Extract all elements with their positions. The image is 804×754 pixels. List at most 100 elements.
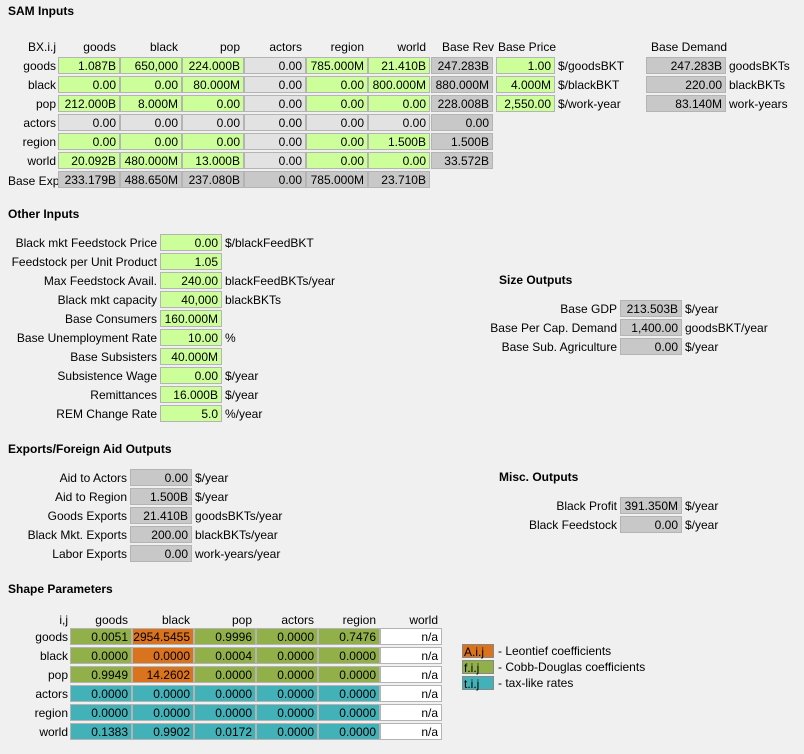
shape-cell: 2954.5455: [132, 628, 194, 645]
sam-cell[interactable]: 0.00: [120, 133, 182, 150]
exports-unit: $/year: [195, 471, 229, 485]
other-input[interactable]: 0.00: [160, 234, 222, 251]
exports-value: 1.500B: [130, 488, 192, 505]
sam-cell[interactable]: 650,000: [120, 57, 182, 74]
sam-demand-header: Base Demand: [651, 40, 728, 54]
sam-base-price[interactable]: 1.00: [496, 57, 555, 74]
exports-label: Goods Exports: [47, 509, 127, 523]
misc-unit: $/year: [685, 499, 719, 513]
sam-base-demand: 83.140M: [646, 95, 726, 112]
other-unit: $/year: [225, 388, 259, 402]
sam-cell[interactable]: 224.000B: [182, 57, 244, 74]
sam-cell[interactable]: 785.000M: [306, 57, 368, 74]
sam-base-rev: 33.572B: [431, 152, 493, 169]
sam-base-price[interactable]: 2,550.00: [496, 95, 555, 112]
shape-cell: 0.0000: [256, 704, 318, 721]
shape-cell: n/a: [380, 704, 442, 721]
other-label: Feedstock per Unit Product: [11, 255, 157, 269]
misc-label: Black Profit: [556, 499, 617, 513]
sam-base-exp: 237.080B: [182, 171, 244, 188]
sam-base-exp: 233.179B: [58, 171, 120, 188]
shape-cell: 0.9996: [194, 628, 256, 645]
size-unit: $/year: [685, 302, 719, 316]
shape-col-header: pop: [231, 613, 252, 627]
sam-price-unit: $/goodsBKT: [558, 59, 625, 73]
other-input[interactable]: 16.000B: [160, 386, 222, 403]
other-input[interactable]: 240.00: [160, 272, 222, 289]
shape-cell: 0.0000: [132, 647, 194, 664]
misc-title: Misc. Outputs: [499, 470, 579, 484]
other-label: Max Feedstock Avail.: [43, 274, 157, 288]
shape-col-header: world: [409, 613, 438, 627]
sam-cell[interactable]: 0.00: [58, 76, 120, 93]
sam-cell[interactable]: 21.410B: [368, 57, 430, 74]
other-input[interactable]: 40.000M: [160, 348, 222, 365]
sam-cell: 0.00: [244, 133, 306, 150]
shape-cell: 0.0000: [70, 685, 132, 702]
size-label: Base Sub. Agriculture: [501, 340, 617, 354]
sam-base-price[interactable]: 4.000M: [496, 76, 555, 93]
sam-cell[interactable]: 0.00: [306, 133, 368, 150]
sam-cell[interactable]: 0.00: [182, 133, 244, 150]
shape-cell: 0.0000: [318, 647, 380, 664]
sam-cell[interactable]: 20.092B: [58, 152, 120, 169]
size-unit: goodsBKT/year: [685, 321, 768, 335]
sam-cell[interactable]: 0.00: [182, 95, 244, 112]
sam-cell: 0.00: [244, 57, 306, 74]
sam-col-header: black: [149, 40, 178, 54]
shape-cell: 0.9949: [70, 666, 132, 683]
shape-cell: 0.0000: [70, 704, 132, 721]
shape-row-label: actors: [35, 687, 68, 701]
sam-cell: 0.00: [368, 114, 430, 131]
other-input[interactable]: 5.0: [160, 405, 222, 422]
sam-cell[interactable]: 0.00: [58, 133, 120, 150]
exports-label: Aid to Actors: [59, 471, 127, 485]
legend-swatch: t.i.j: [462, 676, 494, 691]
sam-cell[interactable]: 1.500B: [368, 133, 430, 150]
exports-unit: work-years/year: [195, 547, 281, 561]
sam-cell[interactable]: 13.000B: [182, 152, 244, 169]
sam-cell[interactable]: 480.000M: [120, 152, 182, 169]
sam-row-label: world: [27, 154, 56, 168]
sam-row-label: black: [27, 78, 56, 92]
legend-text: - Cobb-Douglas coefficients: [498, 660, 646, 674]
shape-cell: 0.9902: [132, 723, 194, 740]
sam-base-rev: 247.283B: [431, 57, 493, 74]
other-input[interactable]: 0.00: [160, 367, 222, 384]
other-unit: %/year: [225, 407, 263, 421]
sam-cell[interactable]: 0.00: [306, 95, 368, 112]
sam-cell[interactable]: 0.00: [368, 95, 430, 112]
exports-value: 21.410B: [130, 507, 192, 524]
other-title: Other Inputs: [8, 207, 80, 221]
shape-row-label: pop: [47, 668, 68, 682]
other-label: Subsistence Wage: [57, 369, 157, 383]
other-input[interactable]: 10.00: [160, 329, 222, 346]
sam-cell[interactable]: 0.00: [306, 152, 368, 169]
misc-unit: $/year: [685, 518, 719, 532]
sam-cell[interactable]: 800.000M: [368, 76, 430, 93]
other-unit: blackFeedBKTs/year: [225, 274, 336, 288]
sam-cell[interactable]: 1.087B: [58, 57, 120, 74]
sam-cell[interactable]: 80.000M: [182, 76, 244, 93]
shape-cell: 0.0004: [194, 647, 256, 664]
sam-cell[interactable]: 0.00: [306, 76, 368, 93]
sam-cell[interactable]: 8.000M: [120, 95, 182, 112]
shape-row-label: world: [39, 725, 68, 739]
sam-cell[interactable]: 212.000B: [58, 95, 120, 112]
shape-row-label: region: [34, 706, 68, 720]
sam-cell: 0.00: [306, 114, 368, 131]
sam-row-label: goods: [23, 59, 56, 73]
other-input[interactable]: 160.000M: [160, 310, 222, 327]
sam-cell: 0.00: [58, 114, 120, 131]
sam-cell[interactable]: 0.00: [368, 152, 430, 169]
shape-cell: 0.0000: [194, 666, 256, 683]
shape-cell: 0.0000: [256, 628, 318, 645]
sam-demand-unit: goodsBKTs: [729, 59, 790, 73]
shape-cell: n/a: [380, 685, 442, 702]
other-label: REM Change Rate: [56, 407, 157, 421]
size-unit: $/year: [685, 340, 719, 354]
sam-cell[interactable]: 0.00: [120, 76, 182, 93]
other-unit: %: [225, 331, 236, 345]
other-input[interactable]: 1.05: [160, 253, 222, 270]
other-input[interactable]: 40,000: [160, 291, 222, 308]
